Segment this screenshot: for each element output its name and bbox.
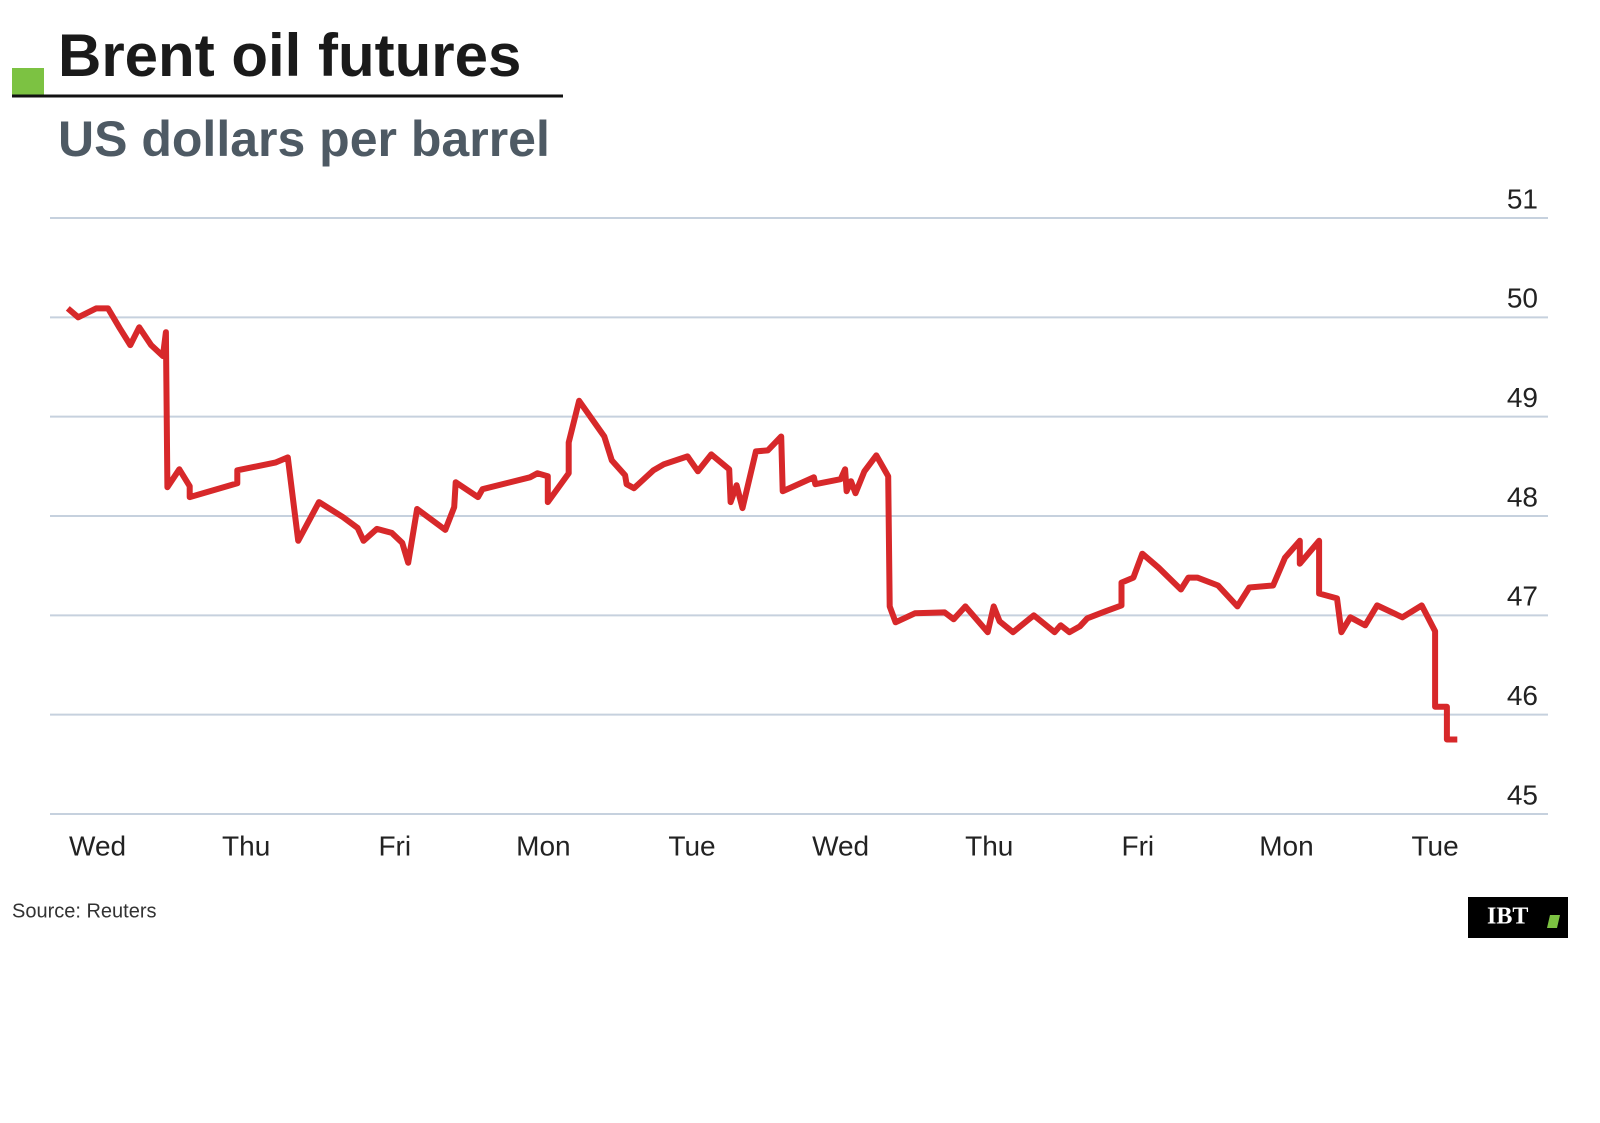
y-tick-label: 45 bbox=[1507, 779, 1538, 810]
y-tick-label: 51 bbox=[1507, 183, 1538, 214]
source: Source: Reuters bbox=[12, 900, 157, 922]
x-tick-label: Fri bbox=[378, 830, 411, 861]
y-tick-label: 47 bbox=[1507, 581, 1538, 612]
y-tick-label: 46 bbox=[1507, 680, 1538, 711]
x-tick-label: Mon bbox=[1259, 830, 1313, 861]
x-tick-label: Thu bbox=[222, 830, 270, 861]
x-tick-label: Fri bbox=[1122, 830, 1155, 861]
y-tick-label: 48 bbox=[1507, 481, 1538, 512]
price-line bbox=[65, 305, 1458, 743]
x-tick-label: Mon bbox=[516, 830, 570, 861]
x-tick-label: Wed bbox=[69, 830, 126, 861]
logo-mark bbox=[1547, 915, 1560, 928]
y-tick-label: 49 bbox=[1507, 382, 1538, 413]
chart-title: Brent oil futures bbox=[58, 22, 521, 89]
x-tick-label: Wed bbox=[812, 830, 869, 861]
x-tick-label: Thu bbox=[965, 830, 1013, 861]
chart-subtitle: US dollars per barrel bbox=[58, 111, 550, 167]
title-marker bbox=[12, 68, 44, 96]
y-tick-label: 50 bbox=[1507, 283, 1538, 314]
x-tick-label: Tue bbox=[1411, 830, 1458, 861]
logo: IBT bbox=[1487, 904, 1528, 930]
x-tick-label: Tue bbox=[668, 830, 715, 861]
